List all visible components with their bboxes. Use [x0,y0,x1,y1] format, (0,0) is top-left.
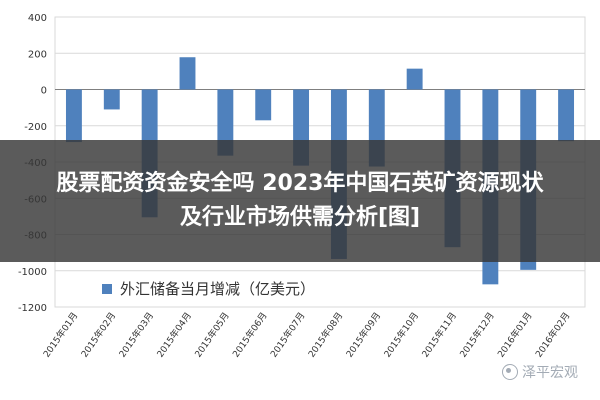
legend-label: 外汇储备当月增减（亿美元） [120,280,316,298]
title-overlay-banner: 股票配资资金安全吗 2023年中国石英矿资源现状 及行业市场供需分析[图] [0,140,600,262]
bar [255,89,272,121]
x-tick-label: 2015年09月 [343,310,383,360]
x-tick-label: 2015年05月 [192,310,232,360]
x-tick-label: 2016年01月 [495,310,535,360]
x-tick-label: 2015年08月 [306,310,346,360]
chart-legend: 外汇储备当月增减（亿美元） [96,278,322,299]
watermark: 泽平宏观 [502,362,578,382]
bar [103,89,120,110]
legend-swatch [102,283,112,294]
x-tick-label: 2015年02月 [78,310,118,360]
y-tick-label: -1000 [18,267,47,278]
x-tick-label: 2015年11月 [419,310,459,360]
x-tick-label: 2016年02月 [533,310,573,360]
x-tick-label: 2015年01月 [41,310,81,360]
wechat-icon [502,364,518,380]
bar [217,89,234,156]
x-tick-label: 2015年12月 [457,310,497,360]
overlay-title-line-2: 及行业市场供需分析[图] [179,205,421,230]
overlay-title-line-1: 股票配资资金安全吗 2023年中国石英矿资源现状 [56,171,544,196]
x-tick-label: 2015年07月 [268,310,308,360]
bar [65,89,82,143]
y-tick-label: 0 [41,86,47,97]
bar [179,57,196,90]
x-tick-label: 2015年10月 [381,310,421,360]
y-tick-label: 200 [28,49,47,60]
x-tick-label: 2015年06月 [230,310,270,360]
bar [558,89,575,142]
watermark-text: 泽平宏观 [522,365,578,381]
x-tick-label: 2015年04月 [154,310,194,360]
bar [406,68,423,90]
y-tick-label: -1200 [18,303,47,314]
y-tick-label: -200 [24,122,47,133]
y-tick-label: 400 [28,13,47,24]
x-tick-label: 2015年03月 [116,310,156,360]
